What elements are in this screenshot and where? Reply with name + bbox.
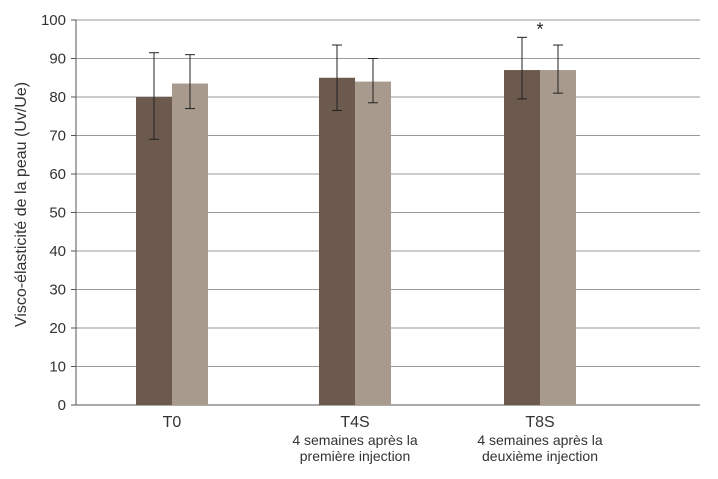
bar-series1-t4s [319,77,355,405]
x-category-label: T4S [340,414,369,431]
y-tick-label: 40 [49,243,66,260]
y-tick-label: 20 [49,320,66,337]
bar-series2-t0 [172,83,208,406]
x-category-sublabel: première injection [300,448,411,464]
x-category-label: T8S [525,414,554,431]
y-tick-label: 70 [49,128,66,145]
y-tick-label: 80 [49,89,66,106]
y-tick-label: 60 [49,166,66,183]
bar-series2-t4s [355,81,391,405]
x-category-sublabel: deuxième injection [482,448,598,464]
y-tick-label: 50 [49,205,66,222]
y-tick-label: 30 [49,282,66,299]
x-category-sublabel: 4 semaines après la [477,432,603,448]
y-tick-label: 0 [58,397,66,414]
bar-series1-t8s [504,70,540,406]
y-tick-label: 90 [49,51,66,68]
y-tick-label: 100 [41,12,66,29]
significance-marker: * [536,19,543,39]
bar-series2-t8s [540,70,576,406]
y-tick-label: 10 [49,359,66,376]
y-axis-title: Visco-élasticité de la peau (Uv/Ue) [13,82,30,327]
bar-series1-t0 [136,97,172,405]
x-category-label: T0 [163,414,182,431]
x-category-sublabel: 4 semaines après la [292,432,418,448]
